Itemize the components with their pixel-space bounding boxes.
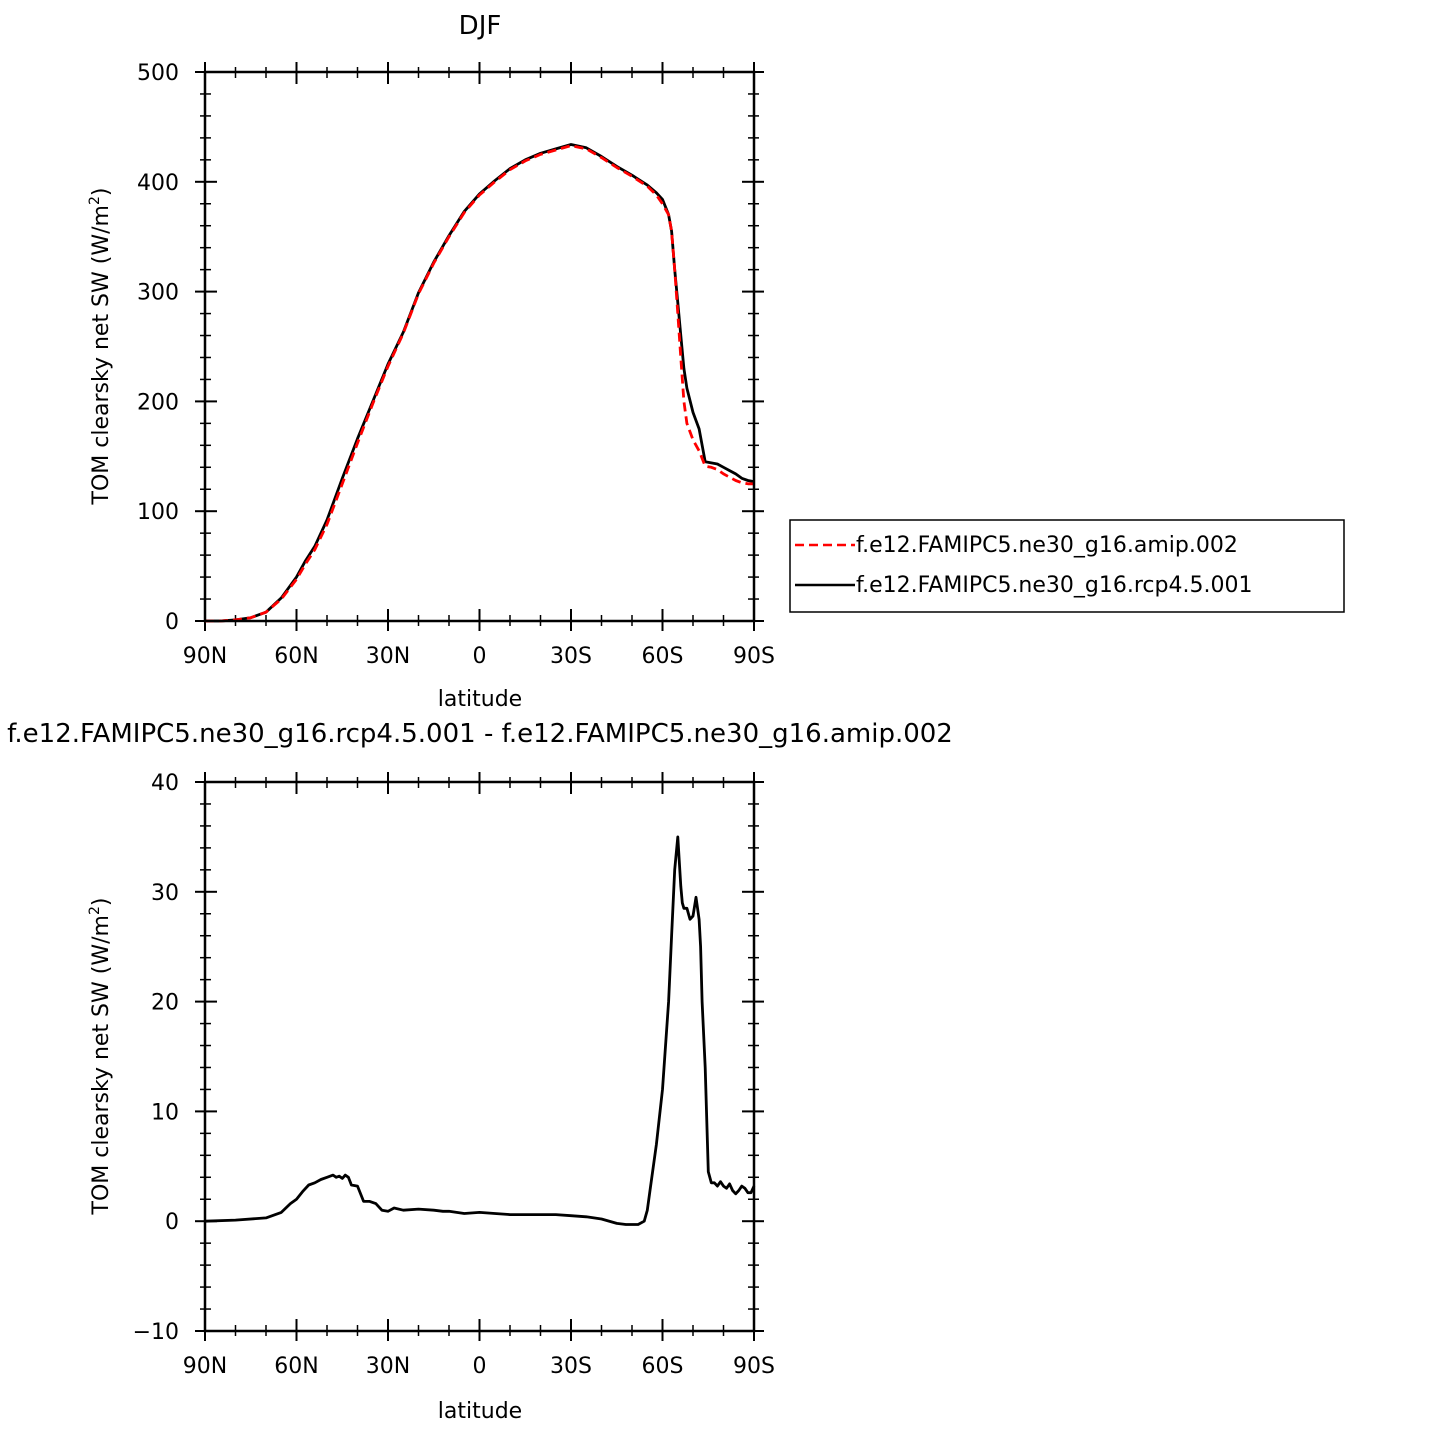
y-tick-label: 400 xyxy=(137,171,179,196)
x-tick-label: 0 xyxy=(473,1354,487,1379)
y-tick-label: 10 xyxy=(151,1100,179,1125)
top-tick-labels: 90N 60N 30N 0 30S 60S 90S 0 100 200 300 400 500 xyxy=(137,61,775,669)
y-tick-label: 500 xyxy=(137,61,179,86)
legend-box xyxy=(789,519,1345,613)
x-tick-label: 90S xyxy=(733,644,775,669)
x-tick-label: 90S xyxy=(733,1354,775,1379)
x-tick-label: 60S xyxy=(642,1354,684,1379)
y-tick-label: 30 xyxy=(151,881,179,906)
bottom-y-axis-label: TOM clearsky net SW (W/m2) xyxy=(87,898,114,1216)
y-tick-label: 100 xyxy=(137,500,179,525)
bottom-plot-frame xyxy=(203,780,756,1333)
bottom-panel: f.e12.FAMIPC5.ne30_g16.rcp4.5.001 - f.e1… xyxy=(7,719,953,1424)
x-tick-label: 90N xyxy=(183,1354,227,1379)
y-tick-label: 40 xyxy=(151,771,179,796)
bottom-x-axis-label: latitude xyxy=(438,1399,522,1424)
x-tick-label: 30S xyxy=(550,644,592,669)
x-tick-label: 90N xyxy=(183,644,227,669)
x-tick-label: 30N xyxy=(366,1354,410,1379)
top-series xyxy=(205,143,755,623)
bottom-series-line-rcp xyxy=(204,835,756,1226)
y-tick-label: 0 xyxy=(165,610,179,635)
top-y-axis-label: TOM clearsky net SW (W/m2) xyxy=(87,188,114,506)
x-tick-label: 60S xyxy=(642,644,684,669)
y-tick-label: 20 xyxy=(151,991,179,1016)
x-tick-label: 0 xyxy=(473,644,487,669)
legend: f.e12.FAMIPC5.ne30_g16.amip.002 f.e12.FA… xyxy=(789,519,1345,613)
y-tick-label: −10 xyxy=(133,1320,179,1345)
bottom-tick-labels: 90N 60N 30N 0 30S 60S 90S −10 0 10 20 30 40 xyxy=(133,771,775,1379)
top-plot-frame xyxy=(203,70,756,623)
legend-label-rcp: f.e12.FAMIPC5.ne30_g16.rcp4.5.001 xyxy=(856,573,1252,598)
y-tick-label: 300 xyxy=(137,281,179,306)
top-panel: DJF latitude TOM clearsky net SW (W/m2) … xyxy=(87,11,775,712)
top-ticks xyxy=(195,62,764,631)
bottom-chart-title: f.e12.FAMIPC5.ne30_g16.rcp4.5.001 - f.e1… xyxy=(7,719,953,749)
x-tick-label: 60N xyxy=(274,1354,318,1379)
x-tick-label: 60N xyxy=(274,644,318,669)
y-tick-label: 0 xyxy=(165,1210,179,1235)
top-chart-title: DJF xyxy=(459,11,502,41)
bottom-series xyxy=(204,835,756,1226)
top-series-line-amip xyxy=(205,144,754,623)
top-series-line-rcp xyxy=(205,143,755,623)
x-tick-label: 30S xyxy=(550,1354,592,1379)
legend-label-amip: f.e12.FAMIPC5.ne30_g16.amip.002 xyxy=(856,533,1238,558)
y-tick-label: 200 xyxy=(137,390,179,415)
top-x-axis-label: latitude xyxy=(438,687,522,712)
x-tick-label: 30N xyxy=(366,644,410,669)
